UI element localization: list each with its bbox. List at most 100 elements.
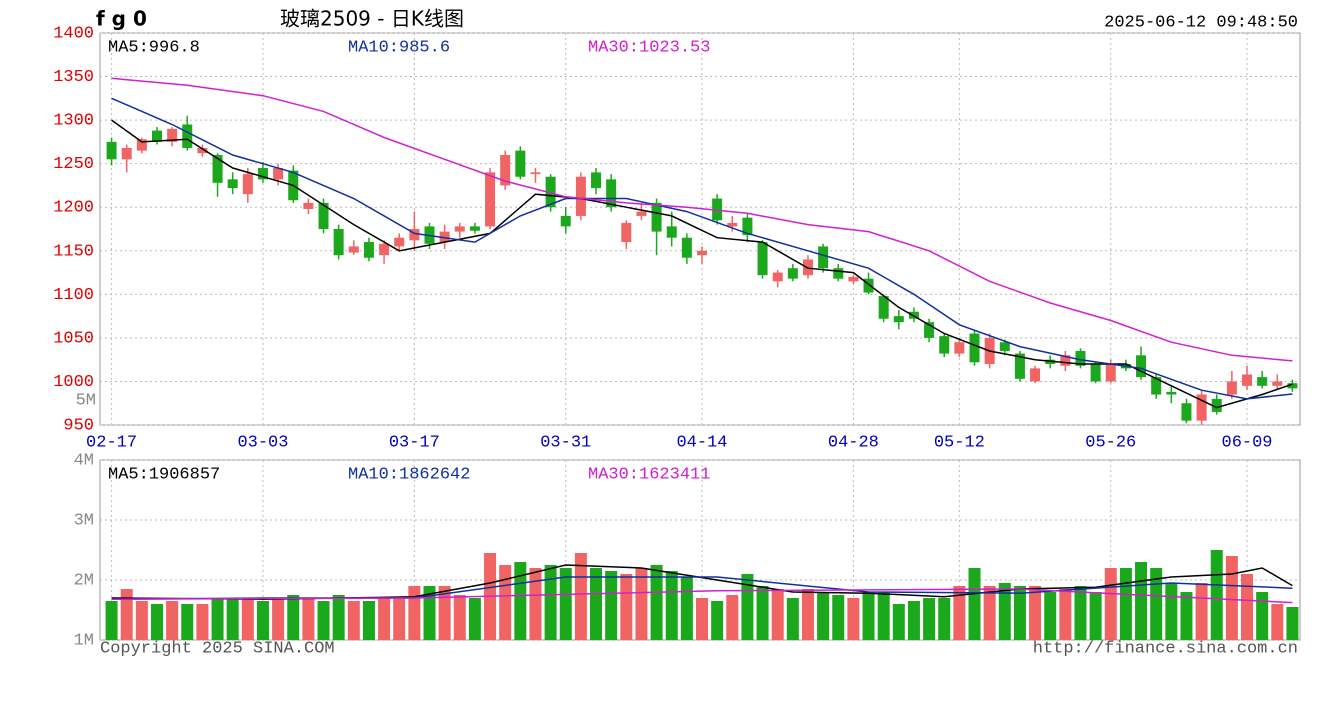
candle-body — [1151, 377, 1162, 395]
volume-bar — [317, 601, 330, 640]
x-tick-label: 03-03 — [237, 433, 288, 452]
volume-bar — [1271, 604, 1284, 640]
volume-bar — [817, 592, 830, 640]
volume-bar — [1104, 568, 1117, 640]
candle-body — [939, 336, 950, 354]
candle-body — [681, 237, 692, 258]
candle-body — [591, 172, 602, 189]
volume-bar — [1074, 586, 1087, 640]
candle-body — [1181, 403, 1192, 421]
x-tick-label: 03-17 — [389, 433, 440, 452]
candle-body — [151, 130, 162, 142]
volume-bar — [362, 601, 375, 640]
volume-bar — [181, 604, 194, 640]
candle-body — [409, 229, 420, 241]
volume-bar — [241, 599, 254, 640]
ma-line — [111, 97, 1293, 400]
y-tick-label: 4M — [74, 451, 94, 470]
volume-bar — [332, 595, 345, 640]
y-tick-label: 1250 — [53, 155, 94, 174]
candle-body — [1014, 353, 1025, 379]
candle-body — [863, 278, 874, 293]
volume-bar — [423, 586, 436, 640]
y-tick-label: 1200 — [53, 199, 94, 218]
candle-body — [1136, 355, 1147, 378]
volume-bar — [1241, 574, 1254, 640]
volume-bar — [605, 571, 618, 640]
candle-body — [621, 222, 632, 243]
volume-bar — [590, 568, 603, 640]
chart-title: 玻璃2509 - 日K线图 — [280, 7, 464, 31]
candle-body — [515, 150, 526, 177]
volume-bar — [378, 598, 391, 640]
candle-body — [727, 222, 738, 227]
y-tick-label: 1000 — [53, 373, 94, 392]
timestamp: 2025-06-12 09:48:50 — [1104, 13, 1298, 32]
candle-body — [333, 229, 344, 256]
candle-body — [121, 147, 132, 160]
candle-body — [454, 226, 465, 232]
candle-body — [772, 272, 783, 282]
candle-body — [893, 316, 904, 323]
candle-body — [273, 168, 284, 180]
candle-body — [787, 268, 798, 279]
volume-bar — [650, 565, 663, 640]
volume-bar — [1059, 589, 1072, 640]
candle-body — [227, 179, 238, 189]
candle-body — [757, 242, 768, 276]
volume-bar — [544, 565, 557, 640]
candle-body — [999, 342, 1010, 351]
ma-line — [111, 588, 1293, 604]
y-tick-label: 2M — [74, 571, 94, 590]
volume-bar — [756, 586, 769, 640]
volume-bar — [953, 586, 966, 640]
candle-body — [1287, 383, 1298, 389]
candle-body — [666, 226, 677, 238]
candle-body — [257, 168, 268, 180]
volume-bar — [105, 601, 118, 640]
candle-body — [848, 276, 859, 282]
candle-body — [742, 217, 753, 236]
volume-bar — [620, 574, 633, 640]
volume-bar — [801, 589, 814, 640]
candle-body — [500, 154, 511, 186]
candle-body — [878, 296, 889, 319]
volume-bar — [1150, 568, 1163, 640]
x-tick-label: 04-28 — [828, 433, 879, 452]
volume-bar — [302, 598, 315, 640]
candle-body — [1242, 374, 1253, 386]
volume-bar — [786, 598, 799, 640]
y-tick-label: 1400 — [53, 24, 94, 43]
volume-bar — [135, 601, 148, 640]
volume-bar — [256, 601, 269, 640]
volume-bar — [514, 562, 527, 640]
volume-bar — [711, 601, 724, 640]
candle-body — [167, 128, 178, 142]
candle-body — [106, 141, 117, 160]
volume-bar — [1286, 607, 1299, 640]
volume-bar — [1029, 586, 1042, 640]
candle-body — [908, 311, 919, 319]
overlay-label: 5M — [76, 391, 96, 410]
candle-body — [197, 147, 208, 154]
volume-bar — [1119, 568, 1132, 640]
candle-body — [1272, 381, 1283, 386]
candle-body — [954, 342, 965, 354]
candle-body — [833, 268, 844, 279]
candle-body — [439, 231, 450, 243]
volume-bar — [150, 604, 163, 640]
volume-bar — [862, 592, 875, 640]
candle-body — [1060, 355, 1071, 366]
volume-bar — [1256, 592, 1269, 640]
volume-bar — [1089, 592, 1102, 640]
candle-body — [1166, 391, 1177, 395]
volume-bar — [635, 568, 648, 640]
legend-entry: MA10:1862642 — [348, 465, 470, 484]
candle-body — [394, 237, 405, 247]
candle-body — [1075, 350, 1086, 366]
candle-body — [1226, 381, 1237, 395]
candle-body — [818, 246, 829, 269]
legend-entry: MA5:1906857 — [108, 465, 220, 484]
candle-body — [318, 202, 329, 229]
